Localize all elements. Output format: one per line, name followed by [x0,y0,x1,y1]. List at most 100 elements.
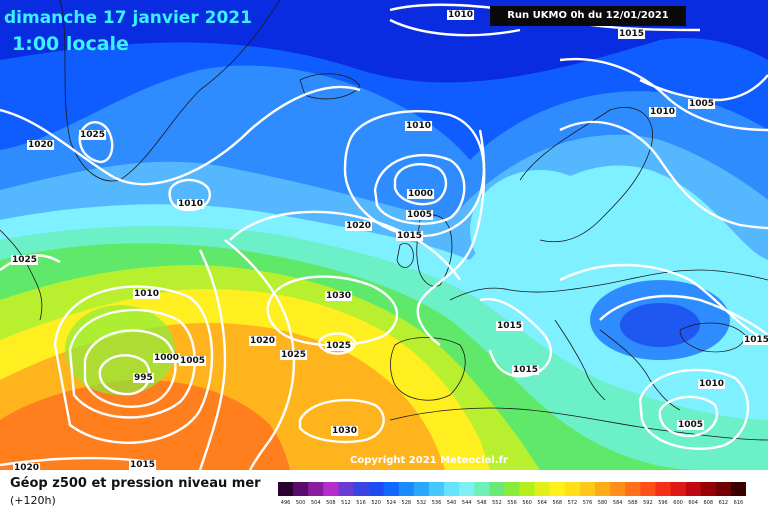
color-scale-swatch [534,482,551,496]
isobar-label: 1010 [134,289,159,299]
isobar-1005-se [658,395,719,438]
coast-europe [449,269,768,301]
forecast-time: 1:00 locale [12,33,129,55]
isobar-label: 1010 [650,107,675,117]
isobar-label: 1025 [326,341,351,351]
color-scale-tick-label: 520 [371,500,381,506]
isobar-1030-high [266,275,399,347]
color-scale-tick-label: 568 [553,500,563,506]
isobar-1025-high [318,332,357,355]
isobar-1015-ne [559,120,768,230]
isobar-label-background [27,140,55,150]
coast-ireland [396,243,414,268]
isobar-label-background [496,321,524,331]
isobar-label-background [405,121,433,131]
isobar-1010-top [389,18,521,37]
color-scale-tick-label: 536 [432,500,442,506]
color-scale-swatch [489,482,505,496]
color-scale-tick-label: 516 [356,500,366,506]
isobar-label-background [447,10,475,20]
color-scale-tick-label: 600 [673,500,683,506]
isobar-label: 1015 [619,29,644,39]
isobar-label-background [153,353,181,363]
copyright-text: Copyright 2021 Meteociel.fr [350,455,508,466]
isobar-label-background [280,350,308,360]
isobar-1000-low [393,163,448,206]
isobar-label: 1000 [154,353,179,363]
isobar-label-background [331,426,359,436]
color-scale-swatch [398,482,415,496]
color-scale-swatch [323,482,339,496]
isobar-label: 1005 [689,99,714,109]
isobar-1010-iceland-low [343,109,485,238]
isobar-1010-ne [559,57,768,132]
color-scale-tick-label: 504 [311,500,321,506]
isobar-1020-north [0,85,361,186]
color-scale-tick-label: 508 [326,500,336,506]
color-scale-swatch [278,482,294,496]
coast-scandinavia [519,107,653,243]
field-atlantic-low [65,305,175,395]
color-scale-tick-label: 512 [341,500,351,506]
isobar-1025-greenland [78,121,114,164]
isobar-label-background [13,463,41,470]
color-scale-swatch [700,482,717,496]
coast-black-sea [679,322,746,353]
color-scale-swatch [579,482,596,496]
isobar-1010-east [559,263,768,342]
isobar-label-background [179,356,207,366]
color-scale-swatch [670,482,686,496]
isobar-label: 1010 [406,121,431,131]
color-scale-swatch [338,482,354,496]
isobar-label-background [249,336,277,346]
isobar-label: 1020 [14,463,39,470]
isobar-1010-atl [53,285,214,444]
color-scale-tick-label: 560 [522,500,532,506]
isobar-1030-south [298,398,385,444]
color-scale-swatch [519,482,535,496]
color-scale-swatch [444,482,460,496]
color-scale-swatch [730,482,746,496]
color-scale-tick-label: 612 [719,500,729,506]
color-scale-swatch [308,482,324,496]
color-scale-tick-label: 592 [643,500,653,506]
color-scale-tick-label: 608 [703,500,713,506]
coast-iberia [390,337,466,401]
isobar-label-background [649,107,677,117]
color-scale-tick-label: 616 [734,500,744,506]
color-scale-bar: 496 500 504 508 512 516 520 524 528 532 536 540 544 5… [278,482,746,506]
field-deep-orange [0,379,290,470]
color-scale-tick-label: 532 [417,500,427,506]
isobar-label: 1005 [180,356,205,366]
isobar-label: 1010 [448,10,473,20]
color-scale-tick-label: 548 [477,500,487,506]
color-scale-swatch [625,482,641,496]
isobar-label: 1030 [326,291,351,301]
isobar-1015-med [479,297,552,378]
isobar-label: 1010 [699,379,724,389]
isobar-1015-center [416,129,486,346]
color-scale-swatch [368,482,384,496]
isobar-label: 1025 [12,255,37,265]
color-scale-tick-label: 596 [658,500,668,506]
isobar-label-background [407,189,435,199]
isobar-1010-greenland [168,178,211,212]
color-scale-swatch [685,482,702,496]
isobar-label: 1005 [407,210,432,220]
isobar-label: 1025 [281,350,306,360]
isobar-label: 1020 [346,221,371,231]
color-scale-tick-label: 576 [583,500,593,506]
forecast-date: dimanche 17 janvier 2021 [4,8,252,28]
isobar-label: 1010 [178,199,203,209]
field-low-balkans-core [620,303,700,347]
isobar-label: 1015 [130,460,155,470]
isobar-label: 1005 [678,420,703,430]
model-run-label: Run UKMO 0h du 12/01/2021 [490,6,686,26]
color-scale-tick-label: 588 [628,500,638,506]
coast-north-africa [389,407,768,441]
color-scale-swatch [428,482,445,496]
color-scale-tick-label: 552 [492,500,502,506]
isobar-1015-east [599,294,768,336]
isobar-label-background [406,210,434,220]
isobar-label: 1030 [332,426,357,436]
